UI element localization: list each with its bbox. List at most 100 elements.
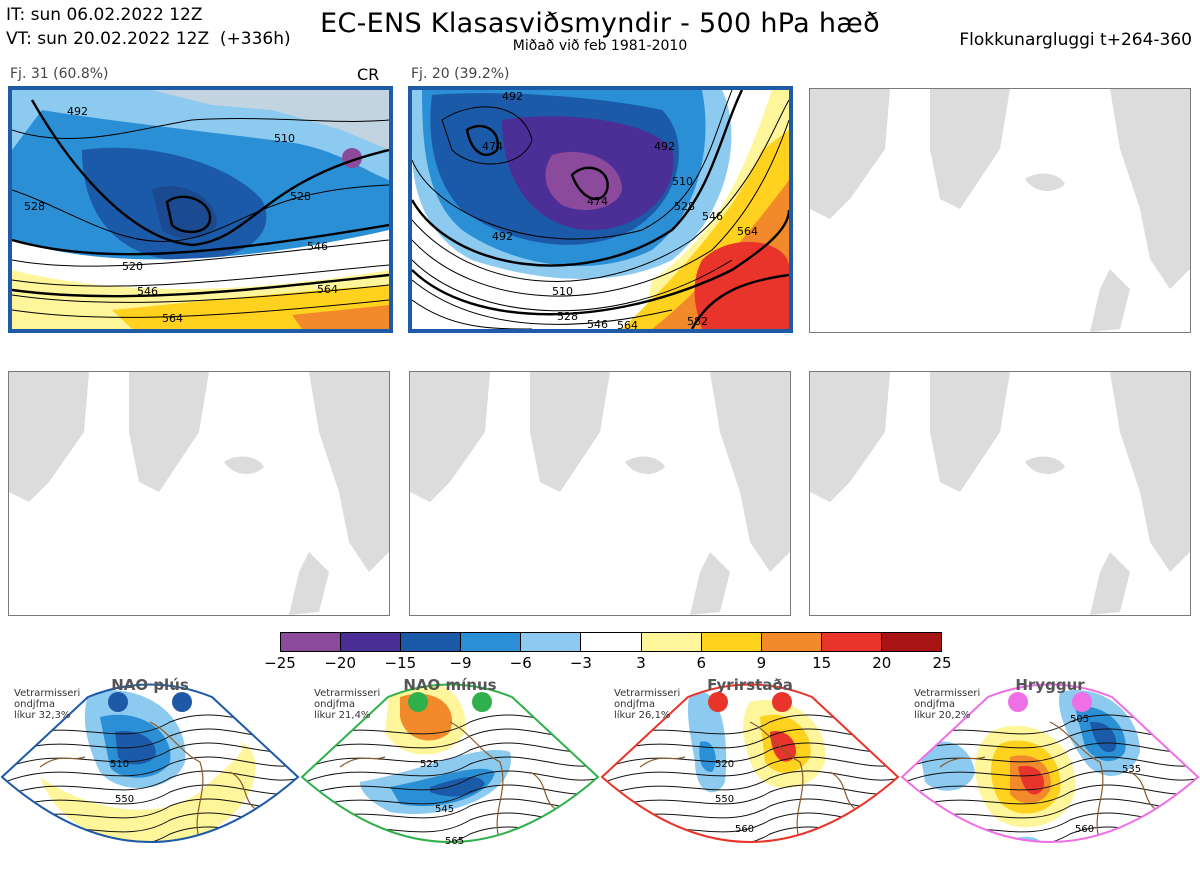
regime-title: Hryggur (1015, 676, 1085, 694)
contour-label: 582 (687, 315, 708, 328)
colorbar-swatch (401, 633, 462, 651)
height-contour (302, 756, 598, 785)
anomaly-shading (40, 742, 256, 842)
panel-1-label: Fj. 31 (60.8%) (10, 66, 109, 82)
contour-label: 510 (552, 285, 573, 298)
regime-map-3[interactable]: 520 550 560 Fyrirstaða Vetrarmisseri ondjfma… (600, 672, 900, 871)
regime-map-1[interactable]: 510 550 NAO plús Vetrarmisseri ondjfma líku… (0, 672, 300, 871)
colorbar-tick-label: 15 (812, 654, 832, 672)
contour-label: 520 (715, 759, 734, 770)
height-contour (2, 784, 298, 813)
height-contour (902, 826, 1198, 842)
height-contour (302, 784, 598, 813)
regime-map-graphic: 510 550 (0, 683, 300, 843)
height-contour (602, 784, 898, 813)
cluster-map-1-graphic: 492 510 528 528 546 520 546 564 564 (12, 90, 389, 329)
regime-map-graphic: 505 535 560 (900, 683, 1200, 843)
cluster-map-2[interactable]: 474 492 492 474 510 528 546 564 492 510 … (408, 86, 793, 333)
regime-marker-dot (772, 692, 792, 712)
colorbar-swatch (701, 633, 762, 651)
regime-border (0, 683, 300, 843)
regime-border (600, 683, 900, 843)
height-contour (602, 742, 898, 771)
regime-title: NAO plús (111, 676, 189, 694)
colorbar-swatch (881, 633, 942, 651)
height-contour (902, 784, 1198, 813)
anomaly-shading (1018, 765, 1045, 795)
colorbar-tick-label: 20 (872, 654, 892, 672)
colorbar-tick-label: −9 (449, 654, 472, 672)
contour-label: 550 (715, 794, 734, 805)
contour-label: 545 (435, 804, 454, 815)
empty-map-5 (409, 371, 791, 616)
contour-label: 546 (587, 318, 608, 329)
height-contour (902, 756, 1198, 785)
contour-label: 510 (274, 132, 295, 145)
regime-border (900, 683, 1200, 843)
page-title: EC-ENS Klasasviðsmyndir - 500 hPa hæð (320, 8, 880, 39)
colorbar-tick-label: −6 (509, 654, 532, 672)
cluster-map-2-graphic: 474 492 492 474 510 528 546 564 492 510 … (412, 90, 789, 329)
empty-map-4 (8, 371, 390, 616)
regime-map-graphic: 525 545 565 (300, 683, 600, 847)
colorbar (280, 632, 942, 652)
colorbar-tick-label: 25 (932, 654, 952, 672)
contour-label: 474 (482, 140, 503, 153)
regime-title: Fyrirstaða (707, 676, 793, 694)
regime-map-2[interactable]: 525 545 565 NAO mínus Vetrarmisseri ondjfma … (300, 672, 600, 871)
regime-marker-dot (108, 692, 128, 712)
land-outline (810, 89, 1190, 332)
page-subtitle: Miðað við feb 1981-2010 (512, 38, 688, 54)
contour-label: 492 (502, 90, 523, 103)
land-outline (410, 372, 790, 615)
initial-time: IT: sun 06.02.2022 12Z (6, 5, 203, 25)
colorbar-tick-label: −25 (264, 654, 296, 672)
regime-marker-dot (1072, 692, 1092, 712)
height-contour (2, 756, 298, 785)
contour-label: 525 (420, 759, 439, 770)
contour-label: 560 (735, 824, 754, 835)
contour-label: 564 (737, 225, 758, 238)
contour-label: 528 (290, 190, 311, 203)
cluster-map-1[interactable]: 492 510 528 528 546 520 546 564 564 (8, 86, 393, 333)
colorbar-tick-label: 3 (636, 654, 646, 672)
colorbar-swatch (821, 633, 882, 651)
height-contour (2, 742, 298, 771)
panel-2-label: Fj. 20 (39.2%) (411, 66, 510, 82)
contour-label: 492 (654, 140, 675, 153)
colorbar-tick-label: −20 (324, 654, 356, 672)
anomaly-shading (687, 690, 727, 793)
contour-label: 535 (1122, 764, 1141, 775)
height-contour (902, 742, 1198, 771)
regime-map-4[interactable]: 505 535 560 Hryggur Vetrarmisseri ondjfma lí… (900, 672, 1200, 871)
empty-map-6 (809, 371, 1191, 616)
height-contour (302, 742, 598, 771)
contour-label: 550 (115, 794, 134, 805)
colorbar-tick-label: −15 (384, 654, 417, 672)
contour-label: 564 (617, 319, 638, 329)
contour-label: 546 (307, 240, 328, 253)
contour-label: 510 (672, 175, 693, 188)
contour-label: 505 (1070, 714, 1089, 725)
colorbar-swatch (761, 633, 822, 651)
contour-label: 510 (110, 759, 129, 770)
contour-label: 546 (702, 210, 723, 223)
empty-map-3 (809, 88, 1191, 333)
height-contour (602, 756, 898, 785)
contour-label: 520 (122, 260, 143, 273)
regime-title: NAO mínus (403, 676, 497, 694)
colorbar-swatch (461, 633, 522, 651)
contour-label: 528 (557, 310, 578, 323)
regime-probability-note: Vetrarmisseri ondjfma líkur 20,2% (914, 688, 981, 721)
colorbar-tick-label: 9 (756, 654, 767, 672)
contour-label: 492 (67, 105, 88, 118)
contour-label: 492 (492, 230, 513, 243)
contour-label: 564 (162, 312, 183, 325)
contour-label: 528 (674, 200, 695, 213)
regime-marker-dot (472, 692, 492, 712)
regime-marker-dot (708, 692, 728, 712)
colorbar-tick-label: 6 (696, 654, 707, 672)
valid-time: VT: sun 20.02.2022 12Z (+336h) (6, 29, 291, 49)
regime-marker-dot (1008, 692, 1028, 712)
classification-window: Flokkunargluggi t+264-360 (959, 30, 1192, 50)
